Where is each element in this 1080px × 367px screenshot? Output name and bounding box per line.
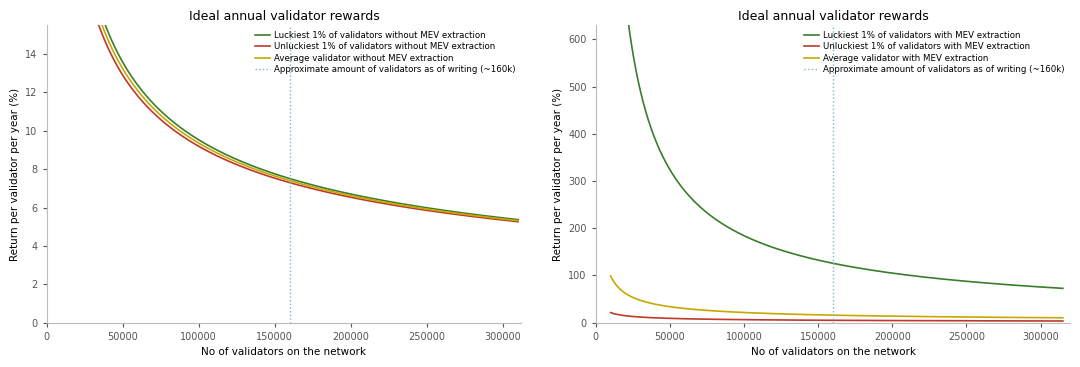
Unluckiest 1% of validators without MEV extraction (158, 120, 171, 124)
Luckiest 1% of validators with MEV extraction (777, 249, 789, 253)
Average validator with MEV extraction (942, 315, 955, 319)
Approximate amount of validators as of writing (~160k) (826, 320, 839, 324)
Unluckiest 1% of validators without MEV extraction (132, 94, 145, 99)
Average validator without MEV extraction (266, 173, 279, 177)
Y-axis label: Return per validator per year (%): Return per validator per year (%) (553, 87, 563, 261)
Average validator without MEV extraction (512, 218, 525, 223)
Legend: Luckiest 1% of validators without MEV extraction, Unluckiest 1% of validators wi: Luckiest 1% of validators without MEV ex… (253, 30, 517, 76)
Line: Luckiest 1% of validators without MEV extraction: Luckiest 1% of validators without MEV ex… (90, 0, 518, 219)
Line: Average validator without MEV extraction: Average validator without MEV extraction (90, 0, 518, 221)
Unluckiest 1% of validators without MEV extraction (503, 219, 516, 223)
Average validator with MEV extraction (876, 314, 889, 318)
Luckiest 1% of validators without MEV extraction (247, 164, 260, 168)
Luckiest 1% of validators with MEV extraction (686, 197, 699, 202)
Unluckiest 1% of validators with MEV extraction (1056, 319, 1069, 323)
X-axis label: No of validators on the network: No of validators on the network (202, 347, 366, 357)
Average validator with MEV extraction (976, 315, 989, 319)
X-axis label: No of validators on the network: No of validators on the network (751, 347, 916, 357)
Unluckiest 1% of validators without MEV extraction (247, 169, 260, 173)
Unluckiest 1% of validators with MEV extraction (777, 318, 789, 322)
Average validator without MEV extraction (158, 116, 171, 120)
Approximate amount of validators as of writing (~160k) (826, 320, 839, 325)
Unluckiest 1% of validators with MEV extraction (604, 310, 617, 315)
Luckiest 1% of validators with MEV extraction (942, 277, 955, 282)
Approximate amount of validators as of writing (~160k) (284, 301, 297, 306)
Unluckiest 1% of validators with MEV extraction (686, 317, 699, 321)
Luckiest 1% of validators without MEV extraction (457, 211, 470, 215)
Title: Ideal annual validator rewards: Ideal annual validator rewards (189, 10, 379, 23)
Line: Unluckiest 1% of validators with MEV extraction: Unluckiest 1% of validators with MEV ext… (610, 313, 1063, 321)
Average validator with MEV extraction (899, 314, 912, 319)
Luckiest 1% of validators without MEV extraction (503, 217, 516, 221)
Approximate amount of validators as of writing (~160k) (284, 320, 297, 325)
Average validator without MEV extraction (247, 167, 260, 171)
Legend: Luckiest 1% of validators with MEV extraction, Unluckiest 1% of validators with : Luckiest 1% of validators with MEV extra… (802, 30, 1066, 76)
Luckiest 1% of validators with MEV extraction (976, 280, 989, 285)
Luckiest 1% of validators without MEV extraction (132, 84, 145, 88)
Luckiest 1% of validators without MEV extraction (266, 171, 279, 175)
Luckiest 1% of validators with MEV extraction (876, 269, 889, 274)
Average validator with MEV extraction (1056, 316, 1069, 320)
Unluckiest 1% of validators without MEV extraction (266, 175, 279, 179)
Luckiest 1% of validators with MEV extraction (899, 273, 912, 277)
Line: Unluckiest 1% of validators without MEV extraction: Unluckiest 1% of validators without MEV … (90, 0, 518, 222)
Average validator with MEV extraction (686, 307, 699, 312)
Unluckiest 1% of validators with MEV extraction (876, 318, 889, 323)
Line: Average validator with MEV extraction: Average validator with MEV extraction (610, 276, 1063, 318)
Luckiest 1% of validators without MEV extraction (512, 217, 525, 222)
Average validator without MEV extraction (132, 89, 145, 93)
Average validator without MEV extraction (503, 218, 516, 222)
Unluckiest 1% of validators with MEV extraction (942, 319, 955, 323)
Luckiest 1% of validators with MEV extraction (1056, 286, 1069, 291)
Y-axis label: Return per validator per year (%): Return per validator per year (%) (10, 87, 19, 261)
Unluckiest 1% of validators with MEV extraction (976, 319, 989, 323)
Average validator with MEV extraction (777, 312, 789, 316)
Average validator with MEV extraction (604, 274, 617, 278)
Average validator without MEV extraction (457, 212, 470, 217)
Luckiest 1% of validators without MEV extraction (158, 112, 171, 116)
Unluckiest 1% of validators without MEV extraction (512, 219, 525, 224)
Unluckiest 1% of validators without MEV extraction (457, 213, 470, 218)
Title: Ideal annual validator rewards: Ideal annual validator rewards (738, 10, 929, 23)
Unluckiest 1% of validators with MEV extraction (899, 319, 912, 323)
Line: Luckiest 1% of validators with MEV extraction: Luckiest 1% of validators with MEV extra… (610, 0, 1063, 288)
